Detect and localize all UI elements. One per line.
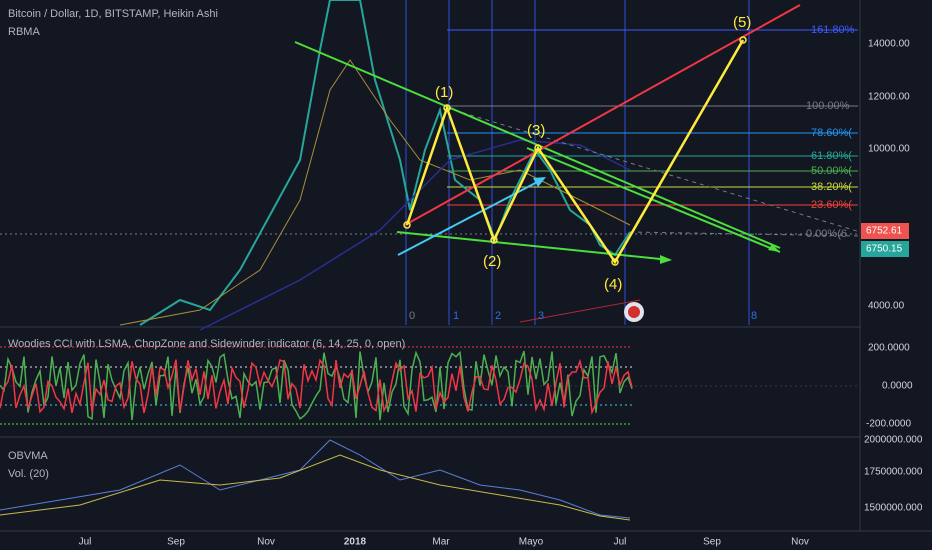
price-label: 10000.00: [868, 144, 910, 155]
time-axis: Jul Sep Nov 2018 Mar Mayo Jul Sep Nov: [79, 537, 809, 548]
arrow-line: [397, 178, 544, 256]
wave-label: (1): [435, 84, 453, 101]
time-label: Sep: [703, 537, 721, 548]
trend-line: [396, 231, 671, 261]
time-label: Mayo: [519, 537, 544, 548]
moving-average: [119, 59, 631, 326]
wave-label: (4): [604, 276, 622, 293]
flag-icon-inner: [628, 306, 640, 318]
fib-label: 78.60%(: [811, 127, 852, 139]
arrow-head: [660, 255, 672, 264]
time-label: Mar: [432, 537, 450, 548]
fib-label: 0.00%(6: [806, 228, 847, 240]
time-label: Nov: [791, 537, 809, 548]
obv-axis-label: 1500000.000: [864, 503, 923, 514]
price-drawings: [0, 0, 861, 331]
cci-axis-label: 0.0000: [882, 381, 913, 392]
time-fib-label: 3: [538, 310, 544, 322]
obv-title: OBVMA: [8, 450, 48, 462]
chart-title: Bitcoin / Dollar, 1D, BITSTAMP, Heikin A…: [8, 8, 218, 20]
channel-line: [404, 4, 801, 226]
wave-label: (2): [483, 253, 501, 270]
arrow-head: [533, 177, 546, 187]
time-fib-label: 1: [453, 310, 459, 322]
indicator-label: RBMA: [8, 26, 40, 38]
time-label: Nov: [257, 537, 275, 548]
cci-line: [0, 358, 633, 416]
fib-label: 38.20%(: [811, 181, 852, 193]
obv-ma-line: [0, 454, 631, 521]
time-label: Jul: [79, 537, 92, 548]
cci-axis-label: -200.0000: [866, 419, 911, 430]
time-fib-label: 8: [751, 310, 757, 322]
price-label: 4000.00: [868, 301, 905, 312]
volume-title: Vol. (20): [8, 468, 49, 480]
price-label: 12000.00: [868, 92, 910, 103]
obv-line: [0, 439, 631, 519]
cci-axis-label: 200.0000: [868, 343, 910, 354]
arrow-head: [768, 244, 780, 252]
time-label: 2018: [344, 537, 367, 548]
obv-axis-label: 1750000.000: [864, 467, 923, 478]
wave-label: (5): [733, 14, 751, 31]
trend-line: [526, 147, 781, 253]
last-price: 6752.61: [866, 226, 903, 237]
fib-label: 61.80%(: [811, 150, 852, 162]
cci-title: Woodies CCI with LSMA, ChopZone and Side…: [8, 338, 405, 350]
fib-label: 100.00%: [806, 100, 850, 112]
elliott-wave: [405, 39, 745, 265]
time-label: Jul: [614, 537, 627, 548]
wave-points: [403, 36, 747, 266]
time-fib-label: 0: [409, 310, 415, 322]
channel-line: [519, 299, 641, 323]
time-label: Sep: [167, 537, 185, 548]
last-price-tag: [861, 223, 909, 239]
prev-price: 6750.15: [866, 244, 903, 255]
fib-label: 50.00%(: [811, 165, 852, 177]
fib-label: 161.80%: [811, 24, 855, 36]
price-label: 14000.00: [868, 39, 910, 50]
prev-price-tag: [861, 241, 909, 257]
wave-label: (3): [527, 122, 545, 139]
moving-average: [199, 139, 631, 331]
fib-lines: [0, 29, 858, 235]
cci-line: [0, 350, 633, 421]
obv-axis-label: 2000000.000: [864, 435, 923, 446]
time-fib-label: 2: [495, 310, 501, 322]
fib-label: 23.60%(: [811, 199, 852, 211]
time-fib-lines: [405, 0, 750, 325]
price-path: [139, 0, 631, 326]
